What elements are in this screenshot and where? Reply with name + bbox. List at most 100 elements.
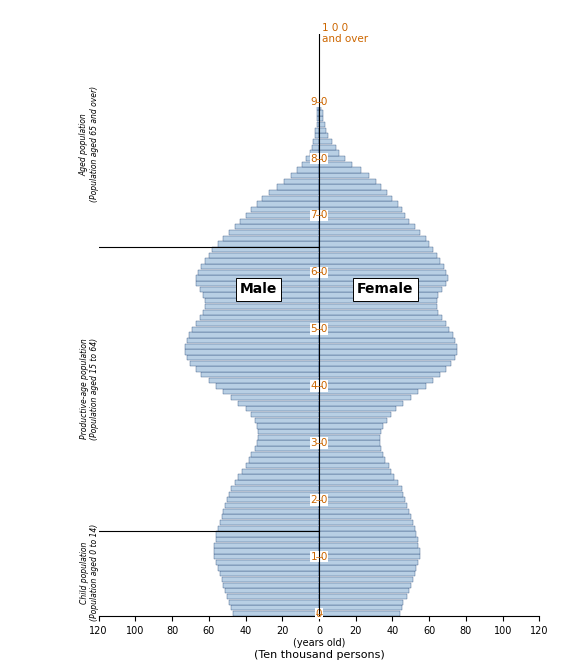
Bar (215, 548, 319, 553)
Bar (319, 440, 379, 446)
Bar (216, 537, 319, 542)
Bar (319, 565, 416, 571)
Bar (238, 401, 319, 406)
Bar (319, 264, 444, 269)
Bar (187, 355, 319, 360)
Bar (198, 270, 319, 275)
Bar (319, 332, 453, 338)
Bar (316, 127, 319, 133)
Bar (216, 531, 319, 537)
Text: Productive-age population
(Population aged 15 to 64): Productive-age population (Population ag… (79, 338, 99, 440)
Bar (319, 241, 429, 247)
Bar (319, 492, 404, 496)
Bar (212, 247, 319, 252)
Bar (319, 253, 437, 258)
Bar (209, 253, 319, 258)
Bar (319, 105, 321, 110)
Text: 2 0: 2 0 (311, 495, 327, 505)
Bar (319, 571, 415, 576)
Bar (319, 452, 383, 457)
Bar (319, 503, 407, 508)
Bar (225, 588, 319, 594)
Bar (319, 458, 385, 462)
Bar (251, 452, 319, 457)
Bar (319, 224, 415, 229)
Bar (222, 515, 319, 519)
Bar (234, 224, 319, 229)
Bar (319, 315, 442, 320)
Bar (319, 122, 325, 127)
Text: Child population
(Population aged 0 to 14): Child population (Population aged 0 to 1… (79, 524, 99, 621)
Bar (242, 469, 319, 474)
Text: 3 0: 3 0 (311, 438, 327, 448)
Bar (223, 236, 319, 241)
Bar (317, 105, 319, 110)
Bar (319, 218, 409, 224)
Bar (319, 594, 407, 599)
Bar (251, 207, 319, 212)
Bar (319, 600, 404, 605)
Bar (227, 594, 319, 599)
Bar (319, 293, 438, 297)
Text: Female: Female (357, 283, 414, 296)
Bar (216, 559, 319, 565)
Text: Aged population
(Population aged 65 and over): Aged population (Population aged 65 and … (79, 86, 99, 202)
Bar (204, 293, 319, 297)
Bar (231, 486, 319, 491)
Bar (319, 537, 418, 542)
Bar (291, 173, 319, 178)
Bar (319, 259, 440, 263)
Bar (319, 184, 382, 190)
Bar (196, 366, 319, 372)
Bar (297, 168, 319, 173)
Text: 7 0: 7 0 (311, 210, 327, 220)
Bar (316, 133, 319, 139)
Bar (204, 310, 319, 315)
Bar (317, 99, 319, 105)
Text: 8 0: 8 0 (311, 153, 327, 163)
Bar (256, 440, 319, 446)
Bar (262, 196, 319, 201)
Bar (319, 531, 416, 537)
Bar (319, 161, 352, 167)
Bar (229, 230, 319, 235)
Bar (319, 526, 415, 531)
Bar (319, 446, 382, 452)
Bar (190, 360, 319, 366)
Bar (319, 360, 451, 366)
Bar (319, 383, 426, 389)
Bar (231, 395, 319, 400)
Bar (319, 275, 448, 281)
Text: 1 0 0
and over: 1 0 0 and over (322, 23, 368, 44)
Text: 4 0: 4 0 (311, 381, 327, 391)
Bar (319, 139, 332, 144)
Bar (319, 111, 322, 116)
Bar (319, 605, 401, 610)
Bar (319, 395, 411, 400)
Bar (319, 435, 379, 440)
Bar (319, 190, 387, 196)
Bar (218, 526, 319, 531)
Bar (319, 480, 398, 485)
Bar (319, 372, 440, 377)
Bar (319, 173, 369, 178)
Bar (319, 202, 398, 207)
Bar (319, 582, 411, 588)
Bar (220, 571, 319, 576)
X-axis label: (Ten thousand persons): (Ten thousand persons) (253, 651, 385, 661)
Bar (200, 315, 319, 320)
Bar (319, 389, 418, 395)
Bar (185, 344, 319, 349)
Bar (317, 111, 319, 116)
Bar (255, 417, 319, 423)
Bar (249, 458, 319, 462)
Bar (223, 509, 319, 514)
Bar (319, 247, 433, 252)
Bar (319, 349, 457, 354)
Text: 1 0: 1 0 (311, 551, 327, 561)
Bar (256, 202, 319, 207)
Bar (319, 417, 387, 423)
Bar (319, 304, 437, 309)
Bar (229, 492, 319, 496)
Bar (319, 344, 457, 349)
